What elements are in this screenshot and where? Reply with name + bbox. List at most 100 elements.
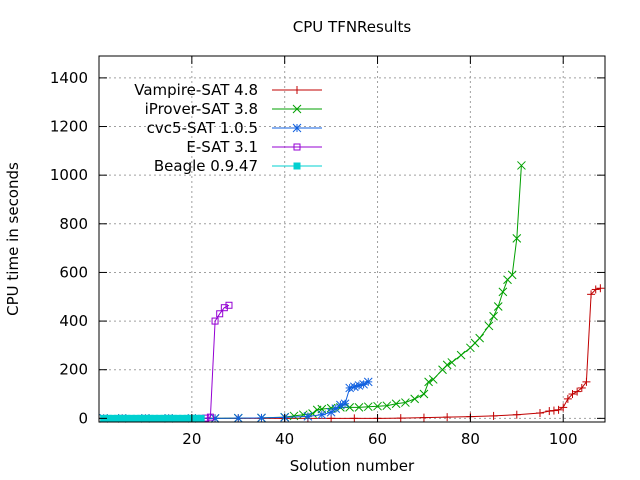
data-point [456, 350, 466, 360]
data-point [512, 410, 521, 419]
data-point [475, 333, 485, 343]
x-tick-label: 40 [275, 430, 294, 448]
data-point [410, 394, 420, 404]
x-tick-label: 20 [182, 430, 201, 448]
data-point [137, 414, 145, 422]
data-point [179, 414, 187, 422]
series [197, 301, 233, 422]
data-point [165, 414, 173, 422]
data-point [132, 414, 140, 422]
data-point [289, 411, 299, 421]
data-point [401, 398, 410, 407]
data-point [303, 412, 313, 421]
data-point-stroke [419, 389, 429, 399]
y-tick-label: 1000 [50, 166, 88, 184]
data-point [419, 413, 428, 422]
data-point [123, 414, 131, 422]
ticks: 0 200 400 600 800 1000 1200 1400 20 40 60 80 100 [50, 56, 605, 448]
y-axis-label: CPU time in seconds [4, 162, 22, 316]
data-point [192, 414, 200, 422]
data-point [141, 414, 149, 422]
data-point [292, 104, 302, 114]
legend-label: Vampire-SAT 4.8 [134, 81, 258, 99]
data-point [382, 401, 392, 411]
data-point [591, 285, 600, 294]
data-point [216, 310, 224, 318]
data-point [428, 375, 438, 384]
data-point [512, 234, 522, 243]
data-point [109, 414, 117, 422]
data-point [373, 401, 382, 411]
x-tick-label: 80 [461, 430, 480, 448]
data-point [210, 413, 220, 423]
data-point-stroke [507, 270, 517, 280]
data-point [363, 402, 373, 412]
data-point [484, 321, 494, 331]
data-point [350, 414, 359, 423]
data-point-stroke [382, 401, 392, 411]
y-tick-label: 1400 [50, 69, 88, 87]
data-point [498, 287, 508, 297]
data-point [257, 413, 266, 423]
data-point [220, 304, 228, 312]
data-point-stroke [493, 302, 503, 311]
data-point [174, 414, 182, 422]
data-point [183, 414, 191, 422]
data-point-stroke [289, 411, 299, 421]
data-point [419, 389, 429, 399]
y-tick-label: 200 [59, 361, 88, 379]
data-point [517, 161, 526, 170]
data-point [563, 394, 572, 403]
data-point [587, 290, 596, 299]
y-tick-label: 800 [59, 215, 88, 233]
data-point [293, 143, 301, 151]
data-point-stroke [210, 413, 220, 423]
data-point [104, 414, 112, 422]
chart-title: CPU TFNResults [293, 18, 412, 36]
data-point-stroke [428, 375, 438, 384]
data-point [549, 406, 558, 415]
data-point [345, 403, 355, 412]
data-point [573, 387, 582, 396]
data-point-stroke [233, 413, 243, 423]
data-point-stroke [489, 311, 498, 321]
legend-label: Beagle 0.9.47 [154, 157, 258, 175]
data-point-stroke [317, 410, 327, 420]
data-point [489, 311, 498, 321]
data-point [127, 414, 135, 422]
data-point [536, 409, 545, 418]
plot-border [98, 55, 606, 423]
data-point-stroke [257, 413, 266, 423]
data-point [568, 390, 577, 399]
data-point-stroke [345, 403, 355, 412]
legend-label: iProver-SAT 3.8 [145, 100, 258, 118]
data-point [293, 86, 301, 94]
series-line [201, 304, 230, 419]
data-point [559, 403, 568, 412]
data-point-stroke [401, 398, 410, 407]
data-point-stroke [498, 287, 508, 297]
data-point-stroke [354, 403, 364, 412]
data-point [596, 284, 605, 293]
data-point [169, 414, 177, 422]
data-point [298, 410, 308, 420]
x-axis-label: Solution number [290, 457, 415, 475]
data-point [554, 405, 563, 414]
data-point [151, 414, 159, 422]
data-point-stroke [340, 399, 350, 409]
data-point [211, 317, 219, 325]
x-tick-label: 60 [368, 430, 387, 448]
data-point-stroke [442, 360, 452, 370]
data-point [340, 399, 350, 409]
data-point-stroke [517, 161, 526, 170]
data-point [443, 413, 452, 422]
data-point-stroke [410, 394, 420, 404]
series [99, 377, 373, 423]
data-point [331, 404, 341, 413]
data-point [396, 414, 405, 423]
series-layer [99, 161, 605, 423]
y-tick-label: 400 [59, 312, 88, 330]
